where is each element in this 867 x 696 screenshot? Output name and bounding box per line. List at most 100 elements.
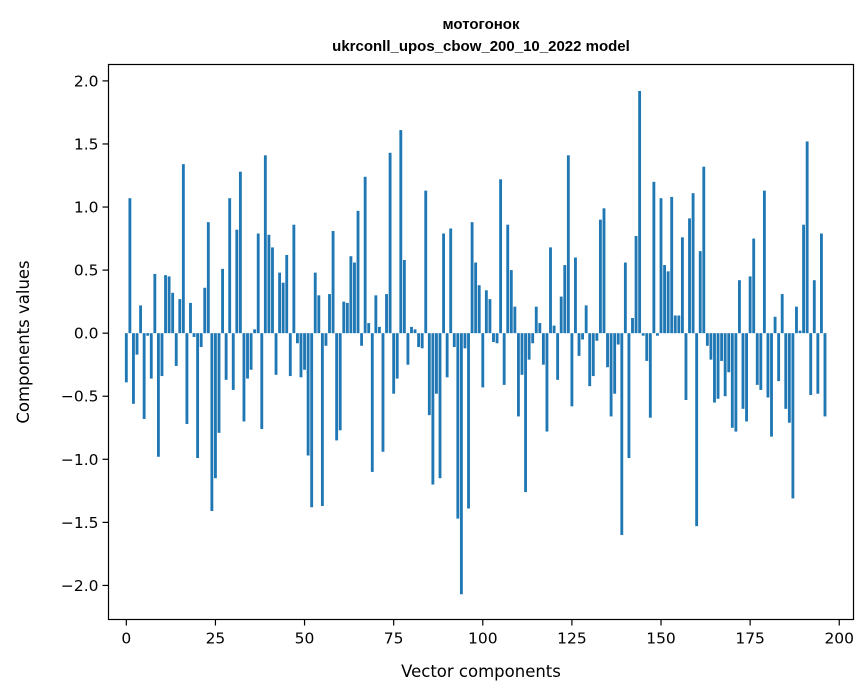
bar-17: [185, 333, 189, 424]
bar-117: [541, 333, 545, 365]
bar-15: [178, 299, 182, 334]
bar-22: [203, 287, 207, 334]
bar-179: [762, 190, 766, 334]
bar-53: [313, 272, 317, 334]
bar-151: [663, 265, 667, 334]
x-tick-label-200: 200: [824, 630, 854, 648]
bar-76: [395, 333, 399, 379]
y-tick-label--1.5: −1.5: [61, 514, 99, 532]
bar-147: [648, 333, 652, 418]
y-tick-label-1: 1.0: [74, 199, 99, 217]
bar-39: [263, 155, 267, 334]
bar-131: [591, 333, 595, 377]
bar-30: [231, 333, 235, 390]
bar-89: [442, 233, 445, 334]
bar-178: [759, 333, 763, 390]
bar-167: [720, 333, 724, 361]
bar-96: [467, 333, 470, 509]
bar-190: [802, 224, 806, 334]
bar-170: [730, 333, 734, 428]
bar-60: [338, 333, 342, 431]
y-tick-label--1: −1.0: [61, 451, 99, 469]
bar-169: [727, 333, 731, 373]
bar-90: [445, 333, 449, 378]
plot-frame: [107, 63, 855, 621]
bar-88: [438, 333, 442, 479]
x-tick-label-50: 50: [295, 630, 315, 648]
bar-7: [149, 333, 153, 379]
bar-108: [509, 270, 513, 334]
bar-142: [631, 318, 634, 334]
bar-128: [581, 333, 585, 340]
bar-61: [342, 301, 346, 334]
bar-32: [238, 171, 242, 334]
bar-158: [688, 218, 691, 334]
bar-123: [563, 265, 567, 334]
bar-129: [584, 305, 588, 334]
bar-77: [399, 130, 403, 334]
bar-143: [634, 236, 638, 334]
bar-189: [798, 330, 802, 334]
bar-194: [816, 333, 820, 394]
bar-20: [196, 333, 200, 459]
y-axis: −2.0 −1.5 −1.0 −0.5 0.0 0.5 1.0 1.5 2.0: [61, 72, 109, 595]
bar-84: [424, 190, 428, 334]
bar-192: [809, 333, 813, 395]
bar-58: [331, 231, 335, 334]
bar-1: [128, 198, 132, 334]
bar-18: [189, 302, 192, 334]
bar-35: [249, 333, 253, 370]
bar-23: [206, 222, 210, 334]
bar-105: [499, 179, 503, 334]
bar-112: [524, 333, 527, 493]
bar-78: [402, 260, 406, 334]
bar-16: [181, 164, 185, 334]
bar-99: [477, 285, 481, 334]
bar-26: [217, 333, 221, 433]
x-tick-label-75: 75: [384, 630, 404, 648]
x-tick-label-175: 175: [735, 630, 765, 648]
bar-163: [705, 333, 709, 346]
bar-121: [556, 333, 560, 380]
bar-185: [784, 333, 788, 409]
x-tick-label-100: 100: [468, 630, 498, 648]
bar-95: [463, 333, 467, 349]
bar-29: [228, 198, 232, 334]
bar-144: [638, 90, 642, 334]
bar-174: [745, 333, 748, 422]
bar-34: [246, 333, 249, 379]
bar-188: [795, 306, 798, 334]
bar-73: [385, 294, 388, 334]
bar-40: [267, 234, 271, 334]
bar-154: [673, 315, 677, 334]
bar-8: [153, 273, 157, 334]
bar-28: [224, 333, 228, 380]
bar-100: [481, 333, 485, 388]
x-tick-label-125: 125: [557, 630, 587, 648]
bar-44: [281, 282, 285, 334]
bar-65: [356, 210, 360, 334]
bar-140: [623, 262, 627, 334]
bar-149: [656, 333, 659, 336]
bar-162: [702, 166, 706, 334]
bar-182: [773, 316, 777, 334]
x-axis: 0 25 50 75 100 125 150 175 200: [121, 619, 854, 648]
y-tick-label-0: 0.0: [74, 325, 99, 343]
bar-186: [787, 333, 791, 423]
x-tick-label-0: 0: [121, 630, 131, 648]
bar-183: [777, 333, 781, 382]
bar-66: [360, 333, 364, 346]
bar-118: [545, 333, 549, 432]
bar-37: [256, 233, 260, 334]
bar-181: [770, 333, 773, 437]
bar-176: [752, 238, 756, 334]
bar-64: [353, 262, 356, 334]
bar-137: [613, 333, 617, 394]
bar-79: [406, 333, 410, 365]
y-tick-label--2: −2.0: [61, 577, 99, 595]
bar-146: [645, 333, 649, 361]
bar-168: [723, 333, 727, 397]
bar-104: [495, 333, 499, 344]
bar-62: [345, 302, 349, 334]
